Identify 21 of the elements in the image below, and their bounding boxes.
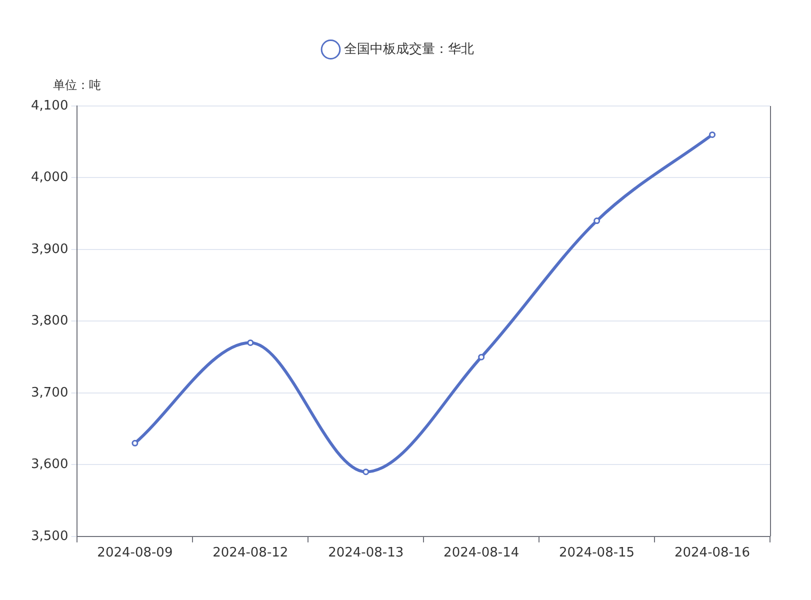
x-tick-label: 2024-08-16: [674, 546, 750, 561]
point: [478, 354, 485, 360]
y-tick-label: 3,600: [31, 457, 68, 472]
legend-label: 全国中板成交量：华北: [344, 40, 474, 57]
x-tick-label: 2024-08-14: [444, 546, 520, 561]
point: [594, 218, 600, 224]
y-axis-title: 单位：吨: [53, 78, 102, 92]
point: [709, 131, 716, 138]
y-tick-label: 3,900: [31, 242, 68, 257]
y-tick-label: 4,100: [31, 98, 68, 114]
x-tick-label: 2024-08-09: [97, 546, 173, 561]
point: [362, 468, 370, 476]
y-tick-label: 3,500: [31, 528, 68, 544]
y-tick-label: 3,700: [31, 385, 68, 400]
y-tick-label: 3,800: [31, 314, 68, 329]
x-tick-label: 2024-08-15: [559, 546, 635, 561]
point: [132, 440, 138, 446]
point: [247, 339, 254, 346]
x-tick-label: 2024-08-13: [328, 546, 404, 561]
x-tick-label: 2024-08-12: [212, 546, 288, 561]
y-tick-label: 4,000: [31, 170, 68, 186]
